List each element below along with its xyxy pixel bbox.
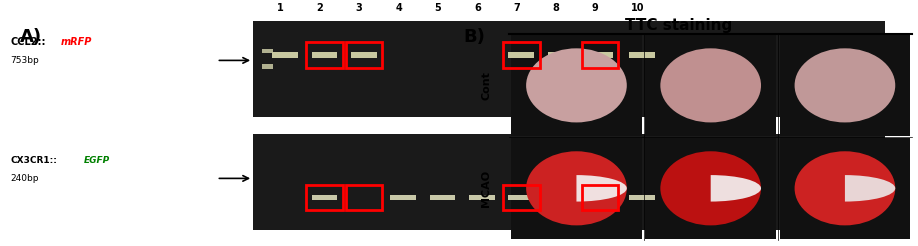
Wedge shape [577, 175, 627, 201]
Text: 5: 5 [434, 3, 442, 14]
Text: 4: 4 [396, 3, 402, 14]
Wedge shape [711, 175, 761, 201]
Bar [588, 52, 612, 58]
Bar [582, 42, 618, 68]
Bar [779, 138, 911, 239]
Text: EGFP: EGFP [84, 156, 110, 165]
Text: MCAO: MCAO [481, 170, 491, 207]
Text: CCL2::: CCL2:: [10, 37, 46, 47]
Bar [509, 52, 534, 58]
Ellipse shape [795, 48, 895, 123]
Bar [503, 42, 540, 68]
Bar [263, 49, 274, 53]
Bar [311, 52, 337, 58]
Text: 6: 6 [474, 3, 481, 14]
Bar [629, 52, 655, 58]
Ellipse shape [526, 48, 627, 123]
FancyBboxPatch shape [253, 21, 885, 117]
Bar [390, 195, 416, 200]
Text: CX3CR1::: CX3CR1:: [10, 156, 58, 165]
Bar [345, 42, 382, 68]
Wedge shape [845, 175, 895, 201]
Text: 2: 2 [317, 3, 323, 14]
Text: 7: 7 [513, 3, 520, 14]
Bar [351, 52, 376, 58]
Bar [588, 195, 612, 200]
Bar [307, 42, 342, 68]
Bar [511, 35, 642, 136]
Bar [511, 138, 642, 239]
Text: 9: 9 [592, 3, 599, 14]
Ellipse shape [526, 151, 627, 225]
Bar [273, 52, 298, 58]
Bar [645, 35, 776, 136]
Bar [430, 195, 455, 200]
Bar [311, 195, 337, 200]
Text: B): B) [464, 28, 486, 46]
Text: 753bp: 753bp [10, 56, 39, 65]
Bar [469, 195, 495, 200]
Bar [263, 64, 274, 69]
Text: A): A) [19, 28, 42, 46]
Ellipse shape [795, 151, 895, 225]
FancyBboxPatch shape [253, 134, 885, 230]
Bar [645, 138, 776, 239]
Ellipse shape [660, 151, 761, 225]
Bar [503, 185, 540, 210]
Text: 1: 1 [277, 3, 284, 14]
Bar [779, 35, 911, 136]
Text: Cont: Cont [481, 71, 491, 100]
Ellipse shape [660, 48, 761, 123]
Bar [582, 185, 618, 210]
Bar [307, 185, 342, 210]
Bar [548, 52, 574, 58]
Text: 10: 10 [631, 3, 644, 14]
Text: mRFP: mRFP [61, 37, 92, 47]
Bar [345, 185, 382, 210]
Text: 3: 3 [356, 3, 363, 14]
Bar [509, 195, 534, 200]
Bar [629, 195, 655, 200]
Text: TTC staining: TTC staining [625, 18, 733, 33]
Text: 240bp: 240bp [10, 174, 39, 183]
Text: 8: 8 [553, 3, 559, 14]
